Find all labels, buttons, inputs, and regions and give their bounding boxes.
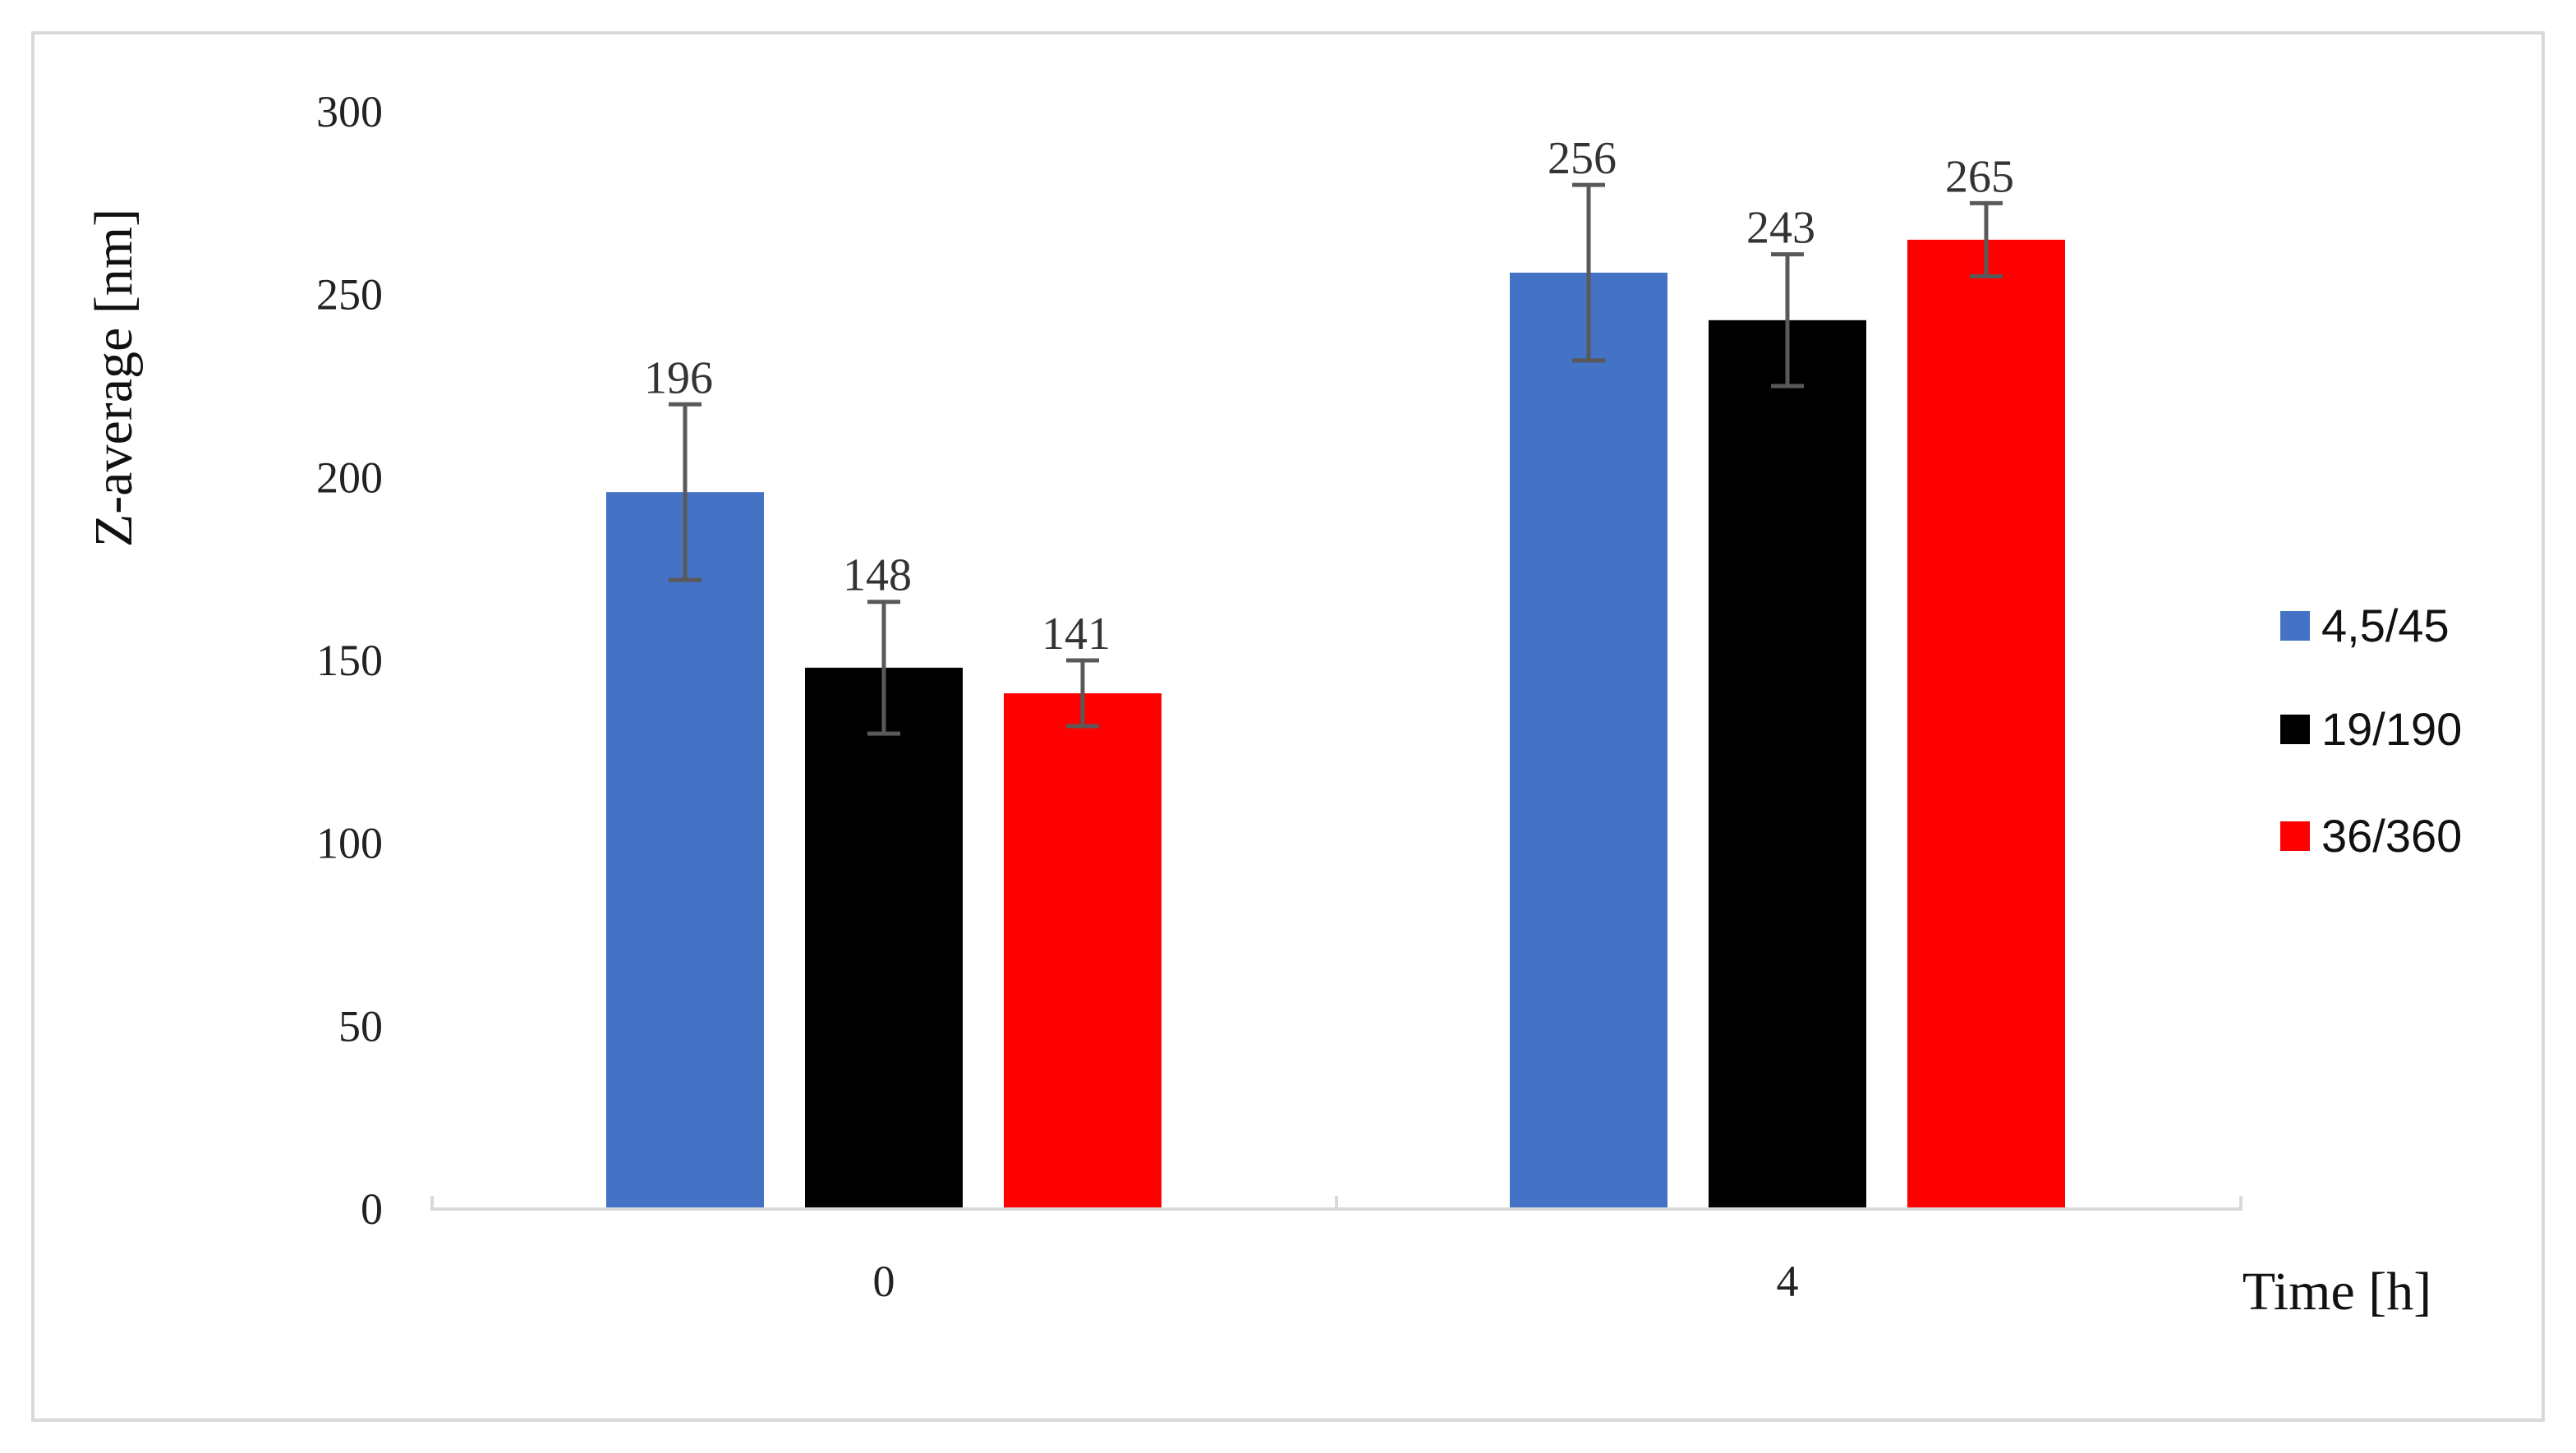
- y-axis-title: Z-average [nm]: [84, 209, 144, 547]
- x-axis: [430, 1196, 2242, 1211]
- legend-swatch: [2280, 715, 2310, 744]
- legend: 4,5/45 19/190 36/360: [2280, 600, 2462, 862]
- data-label: 141: [1042, 609, 1111, 660]
- legend-label: 36/360: [2321, 810, 2462, 862]
- chart-frame: [31, 31, 2545, 1422]
- data-labels: 196 148 141 256 243 265: [644, 133, 2014, 660]
- data-label: 243: [1746, 203, 1815, 254]
- data-label: 148: [843, 550, 912, 601]
- error-bars: [669, 182, 2003, 736]
- y-tick-label: 150: [316, 636, 383, 685]
- y-axis-ticks: 0 50 100 150 200 250 300: [316, 87, 383, 1234]
- y-tick-label: 0: [361, 1184, 383, 1234]
- bar: [805, 667, 963, 1209]
- bar: [606, 492, 764, 1209]
- data-label: 265: [1945, 151, 2014, 202]
- legend-swatch: [2280, 821, 2310, 851]
- y-tick-label: 100: [316, 819, 383, 868]
- legend-label: 19/190: [2321, 703, 2462, 755]
- bar: [1709, 320, 1866, 1210]
- x-tick-label: 0: [873, 1257, 895, 1306]
- y-tick-label: 250: [316, 270, 383, 320]
- bars: [606, 239, 2065, 1210]
- bar: [1907, 239, 2065, 1209]
- bar: [1510, 272, 1668, 1209]
- bar: [1004, 693, 1162, 1209]
- x-tick-label: 4: [1777, 1257, 1799, 1306]
- x-axis-title: Time [h]: [2242, 1262, 2431, 1322]
- y-tick-label: 300: [316, 87, 383, 136]
- data-label: 256: [1548, 133, 1617, 184]
- data-label: 196: [644, 352, 713, 403]
- legend-label: 4,5/45: [2321, 600, 2450, 651]
- legend-swatch: [2280, 611, 2310, 641]
- y-tick-label: 50: [338, 1001, 383, 1051]
- y-tick-label: 200: [316, 453, 383, 502]
